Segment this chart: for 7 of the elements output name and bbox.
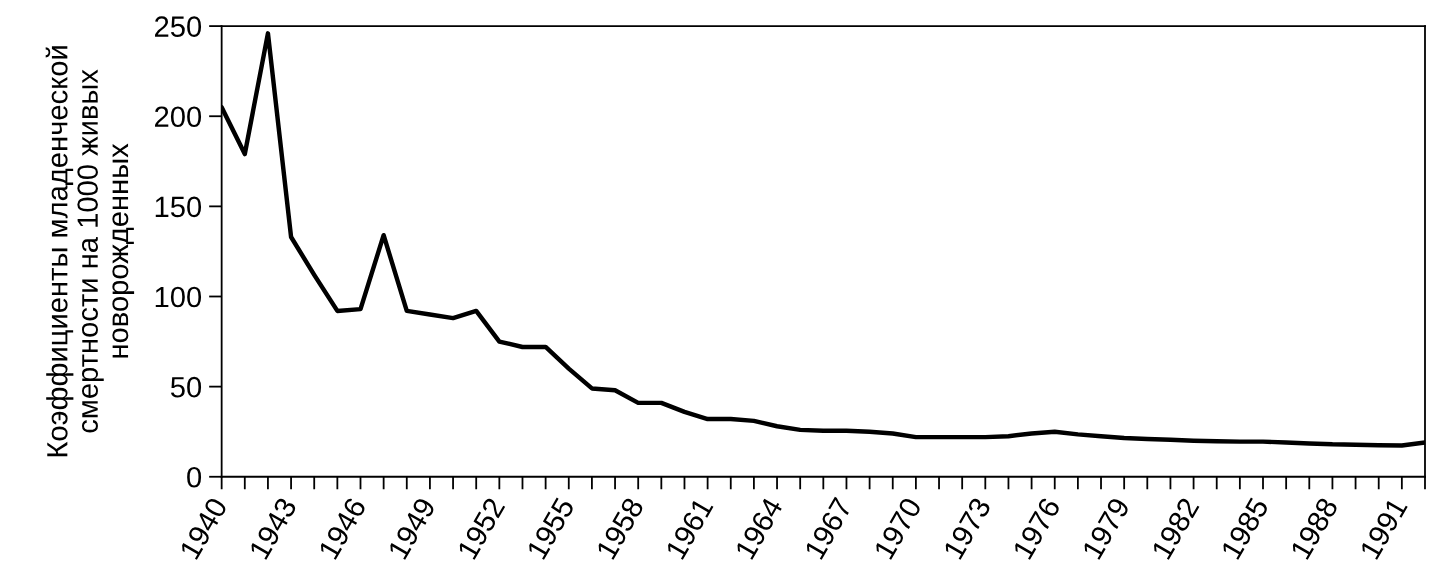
y-tick-label: 50 [170, 376, 202, 398]
y-tick-label: 0 [187, 466, 202, 488]
y-tick-label: 250 [155, 16, 202, 37]
y-tick-label: 100 [155, 286, 202, 308]
y-tick-label: 200 [155, 106, 202, 128]
y-axis-title: Коэффициенты младенческой смертности на 1000 живых новорожденных [45, 46, 135, 457]
y-tick-label: 150 [155, 196, 202, 218]
